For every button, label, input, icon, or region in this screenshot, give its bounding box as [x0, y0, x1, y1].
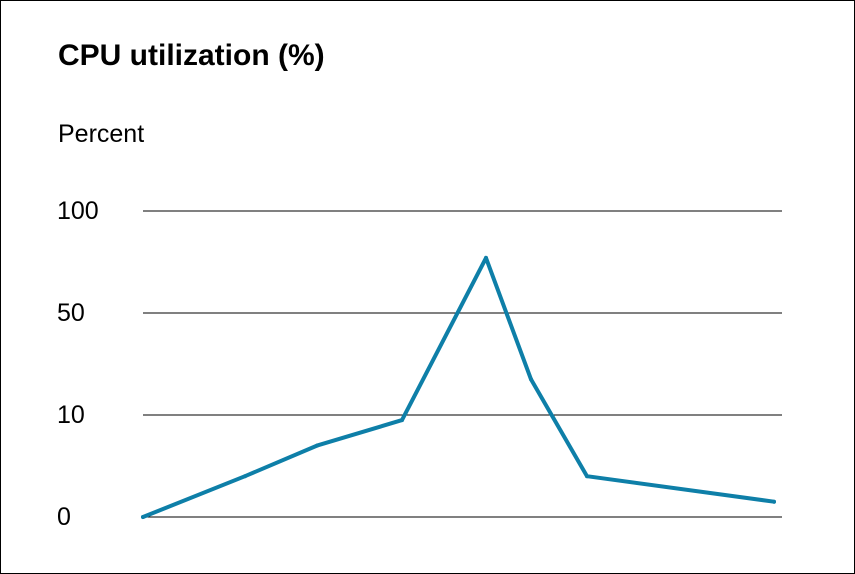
chart-title: CPU utilization (%) [58, 39, 325, 72]
data-point-4 [484, 255, 488, 260]
series-layer [141, 255, 776, 519]
series-line-0 [141, 255, 776, 519]
gridlines [143, 210, 782, 518]
y-tick-label-10: 10 [57, 401, 85, 429]
y-axis-label: Percent [58, 120, 145, 148]
data-point-1 [243, 474, 247, 479]
y-tick-label-50: 50 [57, 299, 85, 327]
y-tick-label-0: 0 [57, 503, 71, 531]
data-point-6 [585, 474, 589, 479]
data-point-7 [772, 499, 776, 504]
y-tick-label-100: 100 [57, 197, 99, 225]
data-point-2 [315, 443, 319, 448]
data-point-0 [141, 515, 145, 519]
data-point-5 [529, 377, 533, 382]
y-tick-labels: 0 10 50 100 [57, 197, 99, 531]
data-point-3 [400, 418, 404, 423]
